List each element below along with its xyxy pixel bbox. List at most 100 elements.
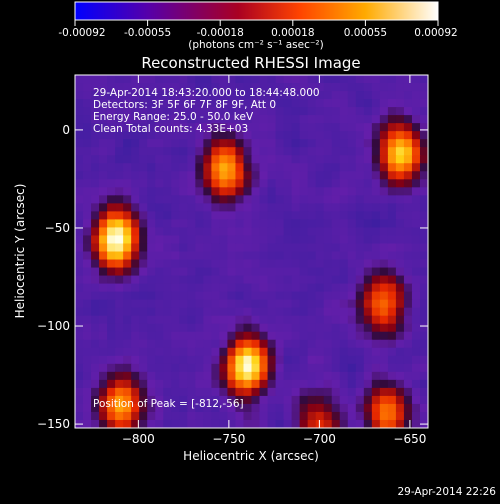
heatmap-cell: [339, 371, 349, 381]
heatmap-cell: [363, 235, 373, 245]
heatmap-cell: [155, 331, 164, 341]
heatmap-cell: [227, 259, 237, 269]
heatmap-cell: [331, 395, 341, 405]
heatmap-cell: [339, 363, 349, 373]
heatmap-cell: [307, 275, 317, 285]
heatmap-cell: [243, 187, 253, 196]
heatmap-cell: [315, 371, 325, 381]
heatmap-cell: [139, 251, 148, 261]
heatmap-cell: [363, 347, 373, 357]
heatmap-cell: [283, 259, 293, 269]
heatmap-cell: [283, 219, 293, 229]
heatmap-cell: [299, 243, 309, 253]
heatmap-cell: [299, 155, 309, 164]
heatmap-cell: [331, 155, 341, 164]
heatmap-cell: [331, 283, 341, 293]
heatmap-cell: [243, 379, 253, 389]
heatmap-cell: [347, 155, 357, 164]
heatmap-cell: [235, 147, 245, 156]
heatmap-cell: [107, 299, 116, 309]
heatmap-cell: [411, 403, 421, 413]
heatmap-cell: [267, 411, 277, 421]
heatmap-cell: [171, 99, 180, 108]
heatmap-cell: [307, 259, 317, 269]
heatmap-cell: [123, 315, 132, 325]
heatmap-cell: [115, 115, 124, 124]
heatmap-cell: [315, 267, 325, 277]
heatmap-cell: [131, 355, 140, 365]
heatmap-cell: [339, 267, 349, 277]
heatmap-cell: [323, 235, 333, 245]
heatmap-cell: [219, 107, 229, 116]
heatmap-cell: [363, 75, 373, 84]
heatmap-cell: [267, 299, 277, 309]
heatmap-cell: [83, 203, 92, 212]
heatmap-cell: [203, 227, 212, 237]
heatmap-cell: [283, 331, 293, 341]
heatmap-cell: [243, 275, 253, 285]
heatmap-cell: [395, 283, 405, 293]
heatmap-cell: [195, 179, 204, 188]
heatmap-cell: [283, 187, 293, 196]
heatmap-cell: [99, 323, 108, 333]
heatmap-cell: [227, 99, 237, 108]
heatmap-cell: [203, 139, 212, 148]
heatmap-cell: [395, 75, 405, 84]
heatmap-cell: [363, 107, 373, 116]
heatmap-cell: [115, 203, 124, 212]
heatmap-cell: [331, 387, 341, 397]
heatmap-cell: [267, 123, 277, 132]
heatmap-cell: [291, 99, 301, 108]
heatmap-cell: [259, 315, 269, 325]
heatmap-cell: [355, 155, 365, 164]
heatmap-cell: [75, 107, 84, 116]
heatmap-cell: [227, 131, 237, 140]
heatmap-cell: [275, 259, 285, 269]
heatmap-cell: [227, 243, 237, 253]
heatmap-cell: [219, 419, 229, 428]
heatmap-cell: [259, 251, 269, 261]
heatmap-cell: [115, 91, 124, 100]
heatmap-cell: [123, 115, 132, 124]
heatmap-cell: [379, 275, 389, 285]
heatmap-cell: [371, 179, 381, 188]
heatmap-cell: [91, 395, 100, 405]
heatmap-cell: [235, 419, 245, 428]
heatmap-cell: [307, 171, 317, 180]
heatmap-cell: [75, 299, 84, 309]
heatmap-cell: [163, 267, 172, 277]
heatmap-cell: [379, 99, 389, 108]
heatmap-cell: [323, 115, 333, 124]
heatmap-cell: [251, 99, 261, 108]
heatmap-cell: [275, 403, 285, 413]
heatmap-cell: [83, 259, 92, 269]
heatmap-cell: [267, 179, 277, 188]
heatmap-cell: [347, 299, 357, 309]
heatmap-cell: [211, 291, 221, 301]
heatmap-cell: [315, 155, 325, 164]
heatmap-cell: [99, 123, 108, 132]
heatmap-cell: [387, 403, 397, 413]
heatmap-cell: [139, 283, 148, 293]
heatmap-cell: [227, 339, 237, 349]
heatmap-cell: [115, 379, 124, 389]
heatmap-cell: [243, 115, 253, 124]
heatmap-cell: [331, 363, 341, 373]
heatmap-cell: [411, 99, 421, 108]
heatmap-cell: [315, 195, 325, 204]
heatmap-cell: [107, 211, 116, 221]
heatmap-cell: [211, 179, 221, 188]
heatmap-cell: [411, 363, 421, 373]
heatmap-cell: [91, 307, 100, 317]
heatmap-cell: [395, 395, 405, 405]
heatmap-cell: [315, 379, 325, 389]
heatmap-cell: [147, 235, 156, 245]
heatmap-cell: [139, 195, 148, 204]
heatmap-cell: [107, 379, 116, 389]
heatmap-cell: [347, 403, 357, 413]
heatmap-cell: [419, 387, 428, 397]
heatmap-cell: [355, 275, 365, 285]
heatmap-cell: [131, 251, 140, 261]
heatmap-cell: [243, 315, 253, 325]
heatmap-cell: [243, 171, 253, 180]
